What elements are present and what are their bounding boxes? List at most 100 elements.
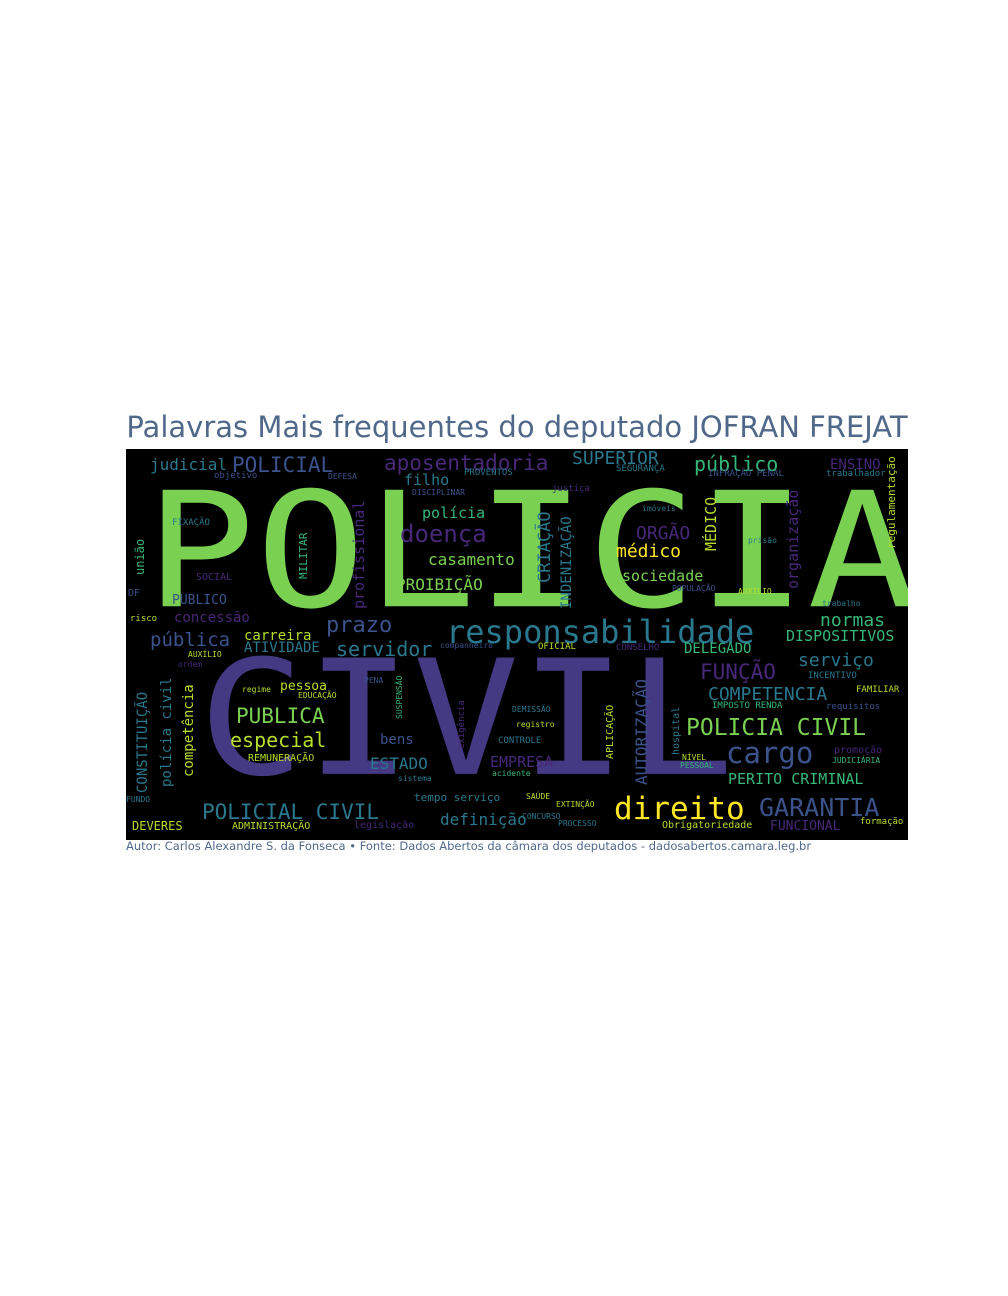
cloud-word: PROCESSO <box>558 819 597 828</box>
cloud-word: prisão <box>748 536 777 545</box>
cloud-word: casamento <box>428 550 515 569</box>
cloud-word: carreira <box>244 628 312 644</box>
cloud-word: serviço <box>798 650 874 671</box>
cloud-word: CIVIL <box>198 625 735 812</box>
cloud-word: pessoa <box>280 679 327 694</box>
cloud-word: união <box>133 538 147 575</box>
cloud-word: EMPRESA <box>490 753 554 771</box>
cloud-word: ADMINISTRAÇÃO <box>232 821 311 832</box>
cloud-word: SEGURANÇA <box>616 464 665 474</box>
cloud-word: ordem <box>178 660 203 669</box>
cloud-word: APLICAÇÃO <box>605 704 616 759</box>
cloud-word: PROIBIÇÃO <box>396 575 483 594</box>
cloud-word: pública <box>150 629 231 651</box>
cloud-word: DEFESA <box>328 472 357 481</box>
cloud-word: CONCURSO <box>522 812 561 821</box>
cloud-word: filho <box>404 471 450 489</box>
cloud-word: imóveis <box>642 504 676 513</box>
cloud-word: POLICIA CIVIL <box>686 715 867 741</box>
cloud-word: risco <box>130 614 158 624</box>
caption: Autor: Carlos Alexandre S. da Fonseca • … <box>126 839 812 853</box>
cloud-word: AUTORIZAÇÃO <box>632 679 651 785</box>
cloud-word: COMPETENCIA <box>708 684 828 705</box>
cloud-word: SOCIAL <box>196 572 233 583</box>
cloud-word: INCENTIVO <box>808 671 857 681</box>
cloud-word: MILITAR <box>297 532 310 579</box>
cloud-word: ENSINO <box>830 457 881 473</box>
cloud-word: doença <box>400 520 487 548</box>
cloud-word: PUBLICA <box>236 704 325 728</box>
cloud-word: IMPOSTO RENDA <box>712 701 783 711</box>
cloud-word: definição <box>440 810 527 829</box>
cloud-word: AUXÍLIO <box>188 650 222 659</box>
cloud-word: DISPOSITIVOS <box>786 627 895 645</box>
cloud-word: OFICIAL <box>538 642 576 652</box>
cloud-word: bens <box>380 732 414 748</box>
cloud-word: cargo <box>726 736 814 770</box>
cloud-word: DISCIPLINAR <box>412 488 465 497</box>
cloud-word: responsabilidade <box>446 613 755 651</box>
cloud-word: Obrigatoriedade <box>662 820 753 831</box>
cloud-word: trabalhador <box>826 469 886 479</box>
cloud-word: FIXAÇÃO <box>172 518 210 528</box>
cloud-word: organização <box>784 489 802 589</box>
cloud-word: regulamentação <box>885 456 898 549</box>
cloud-word: CONTROLE <box>498 736 542 746</box>
cloud-word: formação <box>860 817 904 827</box>
cloud-word: PROVENTOS <box>464 468 513 478</box>
cloud-word: PENA <box>364 676 384 685</box>
cloud-word: competência <box>181 684 197 777</box>
cloud-word: NÍVEL <box>682 753 707 762</box>
cloud-word: acidente <box>492 769 531 778</box>
word-cloud: POLICIA CIVIL responsabilidade direito c… <box>126 449 908 840</box>
cloud-word: aposentadoria <box>384 451 549 475</box>
cloud-word: judicial <box>150 455 228 474</box>
cloud-word: AUXILIO <box>738 587 772 596</box>
cloud-word: ESTADO <box>370 754 428 773</box>
cloud-word: FUNCIONAL <box>770 819 841 834</box>
cloud-word: exigência <box>457 700 467 749</box>
cloud-word: profissional <box>350 500 368 609</box>
cloud-word: SUPERIOR <box>572 449 659 469</box>
cloud-word: público <box>694 452 779 476</box>
cloud-word: PESSOAL <box>680 761 714 770</box>
cloud-word: polícia <box>422 504 486 522</box>
cloud-word: REMUNERAÇÃO <box>248 753 315 764</box>
cloud-word: companheiro <box>440 641 493 650</box>
cloud-word: requisitos <box>826 702 881 712</box>
cloud-word: FUNÇÃO <box>700 660 776 684</box>
cloud-word: direito <box>614 791 745 827</box>
cloud-word: MÉDICO <box>702 496 720 551</box>
cloud-word: objetivo <box>214 471 258 481</box>
chart-title: Palavras Mais frequentes do deputado JOF… <box>126 410 908 444</box>
cloud-word: CONSTITUIÇÃO <box>135 691 151 793</box>
cloud-word: especial <box>230 728 327 752</box>
cloud-word: PUBLICO <box>172 593 227 608</box>
cloud-word: tempo serviço <box>414 791 501 804</box>
cloud-word: concessão <box>174 610 250 626</box>
cloud-word: SAÚDE <box>526 792 551 801</box>
cloud-word: ORGÃO <box>636 523 691 544</box>
cloud-word: POLICIAL <box>232 453 334 477</box>
cloud-word: trabalho <box>822 599 861 608</box>
cloud-word: DEMISSÃO <box>512 705 551 714</box>
cloud-word: legislação <box>354 820 415 831</box>
cloud-word: EXTINÇÃO <box>556 800 595 809</box>
cloud-word: DF <box>128 588 141 599</box>
cloud-word: hospital <box>671 706 682 755</box>
cloud-word: POPULAÇÃO <box>672 584 716 593</box>
cloud-word: FUNDO <box>126 795 151 804</box>
cloud-word: promoção <box>834 745 883 756</box>
cloud-word: GARANTIA <box>759 793 880 822</box>
cloud-word: EDUCAÇÃO <box>298 691 337 700</box>
cloud-word: justiça <box>552 484 590 494</box>
cloud-word: ATIVIDADE <box>244 640 320 656</box>
cloud-word: servidor <box>336 637 433 661</box>
cloud-word: prazo <box>326 613 393 638</box>
cloud-word: registro <box>516 720 555 729</box>
cloud-word: CONSELHO <box>616 643 660 653</box>
cloud-word: normas <box>820 610 886 631</box>
cloud-word: SUSPENSÃO <box>395 675 404 719</box>
cloud-word: JUDICIÁRIA <box>832 756 881 765</box>
cloud-word: POLICIA <box>145 457 908 645</box>
